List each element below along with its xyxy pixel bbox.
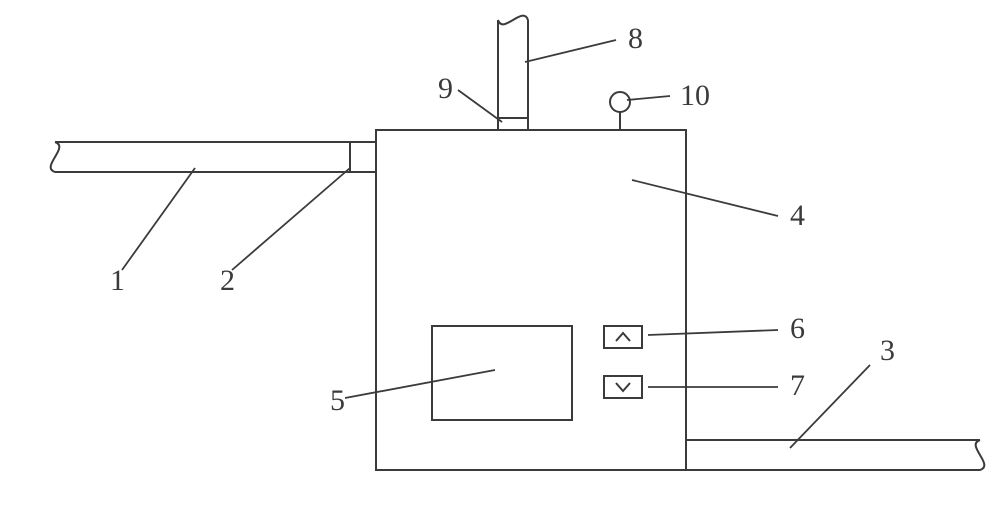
label-4: 4	[790, 199, 805, 232]
label-1: 1	[110, 264, 125, 297]
right-pipe-break	[976, 440, 985, 470]
label-9: 9	[438, 72, 453, 105]
left-pipe-break	[51, 142, 60, 172]
leader-2	[232, 168, 350, 270]
label-3: 3	[880, 334, 895, 367]
top-pipe-break	[498, 16, 528, 25]
button-down	[604, 376, 642, 398]
label-6: 6	[790, 312, 805, 345]
label-7: 7	[790, 369, 805, 402]
leader-9	[458, 90, 502, 122]
leader-10	[627, 96, 670, 100]
display-screen	[432, 326, 572, 420]
label-10: 10	[680, 79, 710, 112]
label-8: 8	[628, 22, 643, 55]
knob-circle	[610, 92, 630, 112]
diagram-canvas: 1 2 3 4 5 6 7 8 9 10	[0, 0, 1000, 522]
leader-8	[525, 40, 616, 62]
leader-1	[122, 168, 195, 270]
label-5: 5	[330, 384, 345, 417]
label-2: 2	[220, 264, 235, 297]
button-up	[604, 326, 642, 348]
